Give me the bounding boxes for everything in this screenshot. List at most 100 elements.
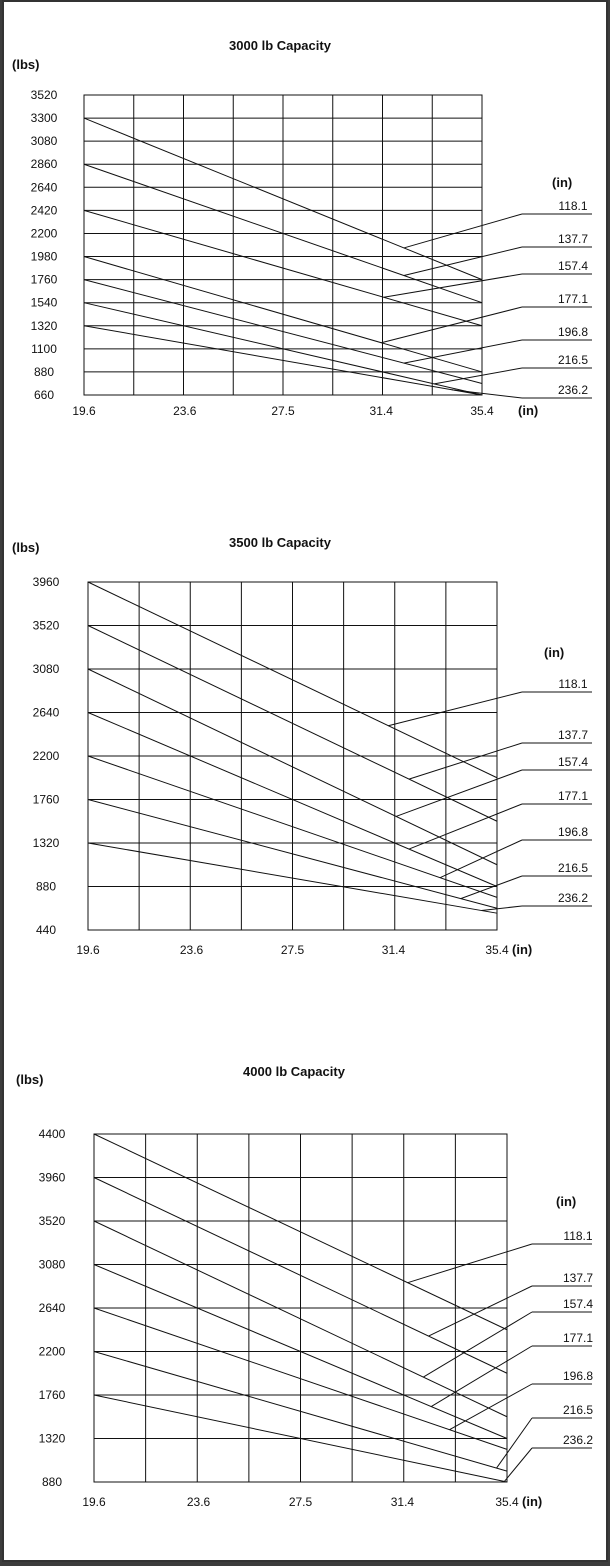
series-line-118-1	[87, 581, 498, 779]
y-tick-label: 2640	[39, 1301, 66, 1315]
chart-panel-3500lb: 3500 lb Capacity (lbs) (in) (in) 3960 3520 308…	[4, 502, 606, 972]
legend-entry: 137.7	[558, 728, 588, 742]
legend-entry: 177.1	[558, 292, 588, 306]
legend-leader-line	[403, 246, 523, 277]
x-axis-label: (in)	[518, 403, 538, 418]
series-line-236-2	[83, 325, 483, 396]
series-line-118-1	[93, 1133, 508, 1331]
y-axis-label: (lbs)	[12, 57, 39, 72]
legend-entry: 196.8	[563, 1369, 593, 1383]
legend-leader-line	[383, 273, 523, 298]
y-tick-label: 3080	[39, 1258, 66, 1272]
y-tick-label: 3080	[33, 662, 60, 676]
legend-entry: 216.5	[563, 1403, 593, 1417]
legend-entry: 177.1	[558, 789, 588, 803]
legend-leader-line	[403, 213, 523, 249]
y-tick-label: 3960	[33, 575, 60, 589]
legend-leader-line	[403, 339, 523, 364]
series-line-137-7	[93, 1177, 508, 1374]
series-line-196-8	[83, 279, 483, 384]
x-tick-label: 27.5	[271, 404, 295, 418]
series-line-216-5	[87, 799, 498, 909]
series-line-177-1	[87, 712, 498, 887]
legend-leader-line	[504, 1447, 533, 1482]
chart-1-svg: 3500 lb Capacity (lbs) (in) (in) 3960 3520 308…	[12, 535, 592, 957]
legend-entry: 236.2	[563, 1433, 593, 1447]
y-tick-label: 1320	[33, 836, 60, 850]
legend-title: (in)	[544, 645, 564, 660]
plot-border	[83, 94, 483, 396]
legend-entry: 196.8	[558, 825, 588, 839]
legend-entry: 177.1	[563, 1331, 593, 1345]
y-tick-label: 1320	[31, 319, 58, 333]
legend-entry: 236.2	[558, 891, 588, 905]
legend-entry: 236.2	[558, 383, 588, 397]
series-line-236-2	[93, 1394, 508, 1483]
legend-leader-line	[407, 1243, 533, 1284]
legend-title: (in)	[556, 1194, 576, 1209]
series-line-196-8	[93, 1307, 508, 1450]
legend-leader-line	[388, 691, 523, 727]
y-tick-label: 3080	[31, 134, 58, 148]
legend-leader-line	[434, 367, 523, 385]
series-line-196-8	[87, 755, 498, 898]
legend-entry: 216.5	[558, 353, 588, 367]
x-tick-label: 31.4	[382, 943, 406, 957]
y-tick-label: 1980	[31, 250, 58, 264]
series-line-177-1	[93, 1264, 508, 1439]
legend-leader-line	[481, 905, 523, 912]
y-tick-label: 880	[42, 1475, 62, 1489]
y-axis-label: (lbs)	[16, 1072, 43, 1087]
x-tick-label: 35.4	[470, 404, 494, 418]
series-line-216-5	[83, 302, 483, 396]
x-tick-label: 19.6	[76, 943, 100, 957]
x-tick-label: 23.6	[173, 404, 197, 418]
legend-entry: 216.5	[558, 861, 588, 875]
chart-panel-4000lb: 4000 lb Capacity (lbs) (in) (in) 4400 3960 352…	[4, 1042, 606, 1522]
series-line-137-7	[87, 625, 498, 822]
y-tick-label: 3520	[31, 88, 58, 102]
chart-2-svg: 4000 lb Capacity (lbs) (in) (in) 4400 3960 352…	[16, 1064, 593, 1509]
series-line-118-1	[83, 117, 483, 281]
legend-leader-line	[428, 1285, 533, 1337]
y-tick-label: 880	[34, 365, 54, 379]
series-line-216-5	[93, 1351, 508, 1472]
y-tick-label: 3520	[33, 619, 60, 633]
legend-title: (in)	[552, 175, 572, 190]
x-tick-label: 31.4	[370, 404, 394, 418]
series-line-177-1	[83, 256, 483, 373]
y-tick-label: 1760	[31, 273, 58, 287]
legend-leader-line	[451, 389, 523, 399]
y-axis-label: (lbs)	[12, 540, 39, 555]
x-tick-label: 23.6	[187, 1495, 211, 1509]
y-tick-label: 440	[36, 923, 56, 937]
y-tick-label: 4400	[39, 1127, 66, 1141]
y-tick-label: 3520	[39, 1214, 66, 1228]
y-tick-label: 880	[36, 880, 56, 894]
series-line-157-4	[83, 209, 483, 327]
legend-leader-line	[381, 306, 523, 344]
x-tick-label: 35.4	[485, 943, 509, 957]
x-tick-label: 23.6	[180, 943, 204, 957]
x-axis-label: (in)	[512, 942, 532, 957]
chart-panel-3000lb: 3000 lb Capacity (lbs) (in) (in) 3520 3300 308…	[4, 2, 606, 442]
x-tick-label: 27.5	[281, 943, 305, 957]
legend-entry: 157.4	[558, 755, 588, 769]
y-tick-label: 2640	[33, 706, 60, 720]
series-line-137-7	[83, 163, 483, 304]
y-tick-label: 1540	[31, 296, 58, 310]
y-tick-label: 1320	[39, 1432, 66, 1446]
x-tick-label: 31.4	[391, 1495, 415, 1509]
chart-title: 4000 lb Capacity	[243, 1064, 346, 1079]
y-tick-label: 1100	[31, 342, 57, 356]
legend-leader-line	[395, 769, 523, 817]
legend-entry: 118.1	[558, 677, 587, 691]
legend-entry: 137.7	[558, 232, 588, 246]
y-tick-label: 2860	[31, 157, 58, 171]
legend-entry: 196.8	[558, 325, 588, 339]
legend-leader-line	[439, 839, 523, 879]
series-line-157-4	[93, 1220, 508, 1418]
legend-leader-line	[449, 1383, 533, 1431]
x-tick-label: 19.6	[72, 404, 96, 418]
